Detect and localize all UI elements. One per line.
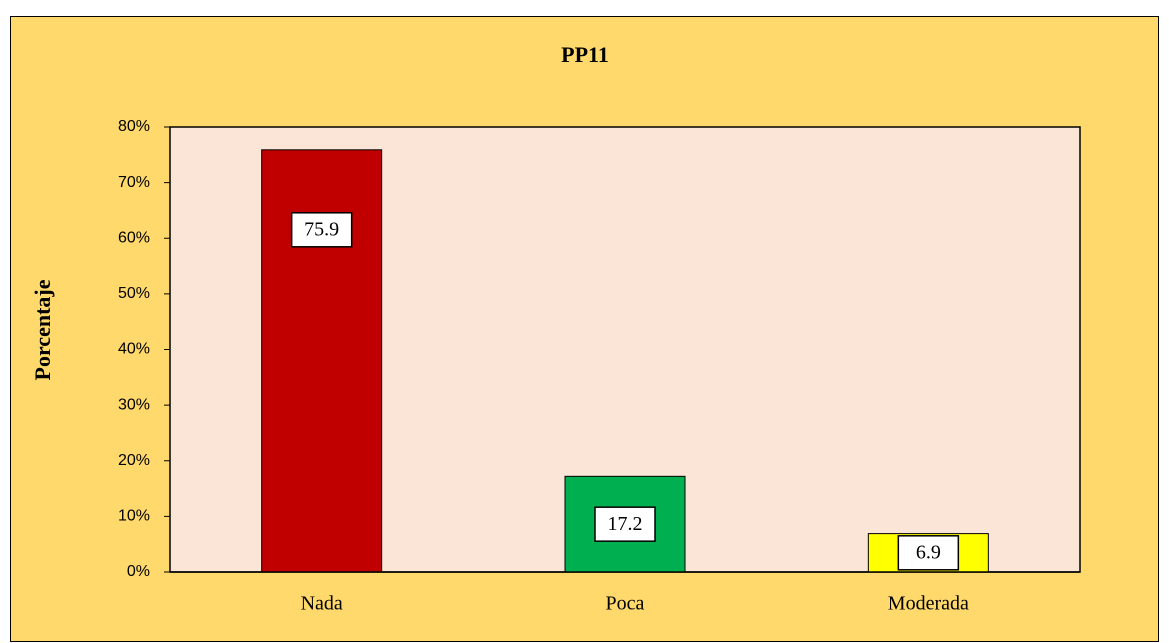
y-tick-label: 0% — [127, 563, 150, 580]
chart-title: PP11 — [561, 42, 609, 67]
x-tick-label: Poca — [606, 593, 645, 615]
data-label-box — [594, 506, 656, 542]
x-tick-label: Moderada — [888, 593, 969, 615]
data-label: 17.2 — [608, 513, 643, 535]
y-tick-label: 40% — [118, 341, 150, 358]
data-label: 75.9 — [304, 218, 339, 240]
y-tick-label: 50% — [118, 285, 150, 302]
y-tick-label: 60% — [118, 229, 150, 246]
y-tick-label: 10% — [118, 508, 150, 525]
y-axis-label: Porcentaje — [30, 279, 55, 380]
data-label-box — [897, 535, 960, 571]
y-tick-label: 30% — [118, 396, 150, 413]
y-tick-label: 70% — [118, 174, 150, 191]
x-tick-label: Nada — [301, 593, 343, 615]
data-label: 6.9 — [916, 541, 941, 563]
y-tick-label: 20% — [118, 452, 150, 469]
y-tick-label: 80% — [118, 118, 150, 135]
data-label-box — [290, 212, 353, 248]
